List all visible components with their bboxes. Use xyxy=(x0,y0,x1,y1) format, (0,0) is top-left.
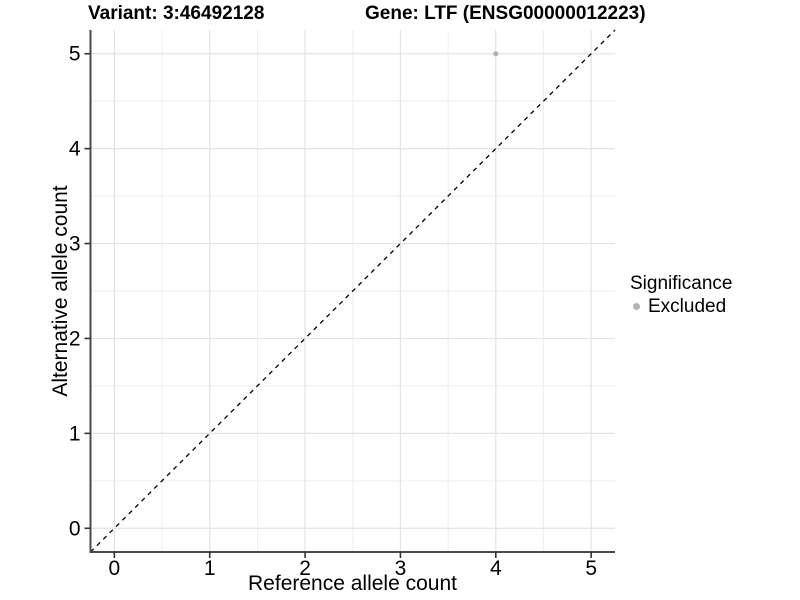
y-tick-label: 3 xyxy=(69,233,81,256)
x-tick-label: 3 xyxy=(395,557,407,580)
legend-item-excluded: Excluded xyxy=(630,295,732,318)
identity-line xyxy=(90,29,616,553)
y-axis-title: Alternative allele count xyxy=(49,185,72,397)
variant-title: Variant: 3:46492128 xyxy=(88,3,265,24)
legend-title: Significance xyxy=(630,273,733,294)
y-tick-label: 2 xyxy=(69,327,81,350)
x-tick-label: 4 xyxy=(490,557,502,580)
data-point xyxy=(493,51,499,57)
x-tick-label: 1 xyxy=(204,557,216,580)
y-tick-label: 5 xyxy=(69,43,81,66)
x-axis-title: Reference allele count xyxy=(248,572,457,595)
x-tick-label: 5 xyxy=(585,557,597,580)
y-tick-label: 1 xyxy=(69,422,81,445)
excluded-point-swatch xyxy=(633,303,640,310)
x-tick-label: 0 xyxy=(108,557,120,580)
y-tick-label: 4 xyxy=(69,138,81,161)
y-tick-label: 0 xyxy=(69,517,81,540)
gene-title: Gene: LTF (ENSG00000012223) xyxy=(365,3,646,24)
legend-item-label: Excluded xyxy=(648,296,727,317)
legend: Significance Excluded xyxy=(630,272,732,318)
x-tick-label: 2 xyxy=(299,557,311,580)
